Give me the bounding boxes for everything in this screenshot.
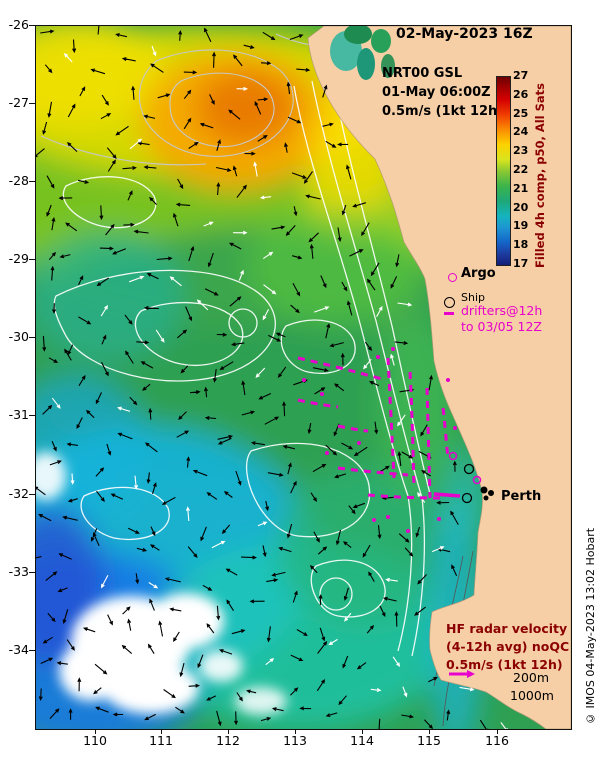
x-axis-tick-label: 112: [216, 733, 240, 748]
drifter-tracks: [297, 356, 450, 500]
isobath-label-1000m: 1000m: [510, 688, 554, 703]
colorbar-tick: 24: [513, 125, 529, 138]
y-axis-tick-label: -34: [8, 642, 29, 657]
gsl-contours: [53, 80, 431, 657]
drifters-label-line1: drifters@12h: [461, 303, 543, 318]
ship-markers: [461, 463, 475, 504]
drifters-label-line2: to 03/05 12Z: [461, 319, 542, 334]
copyright-label: © IMOS 04-May-2023 13:02 Hobart: [584, 527, 597, 725]
hf-radar-line2: (4-12h avg) noQC: [446, 639, 570, 654]
colorbar-tick: 26: [513, 88, 529, 101]
hf-radar-line1: HF radar velocity: [446, 621, 568, 636]
velocity-vectors: [36, 26, 508, 729]
x-axis-tick-label: 116: [485, 733, 509, 748]
drifter-points: [302, 347, 457, 533]
y-axis-tick-label: -29: [8, 251, 29, 266]
colorbar-tick: 23: [513, 144, 529, 157]
colorbar-tick: 21: [513, 182, 529, 195]
product-label: NRT00 GSL: [382, 66, 463, 81]
colorbar-tick: 17: [513, 257, 529, 270]
perth-city-dots: [480, 486, 494, 501]
vector-scale-label: 0.5m/s (1kt 12h): [382, 104, 504, 119]
y-axis-tick-label: -32: [8, 486, 29, 501]
x-axis-tick-label: 113: [283, 733, 307, 748]
valid-time-label: 01-May 06:00Z: [382, 85, 491, 100]
colorbar-tick: 19: [513, 219, 529, 232]
ship-marker-icon: [444, 297, 455, 308]
argo-float-markers: [448, 451, 482, 485]
colorbar-tick: 27: [513, 69, 529, 82]
x-axis-tick-label: 114: [350, 733, 374, 748]
colorbar: [496, 76, 511, 266]
x-axis-tick-label: 110: [83, 733, 107, 748]
map-title: 02-May-2023 16Z: [396, 26, 533, 42]
x-axis-tick-label: 111: [149, 733, 173, 748]
isobath-label-200m: 200m: [513, 670, 550, 685]
y-axis-tick-label: -26: [8, 17, 29, 32]
colorbar-tick: 18: [513, 238, 529, 251]
city-label-perth: Perth: [501, 489, 542, 504]
y-axis-tick-label: -30: [8, 329, 29, 344]
cloud-patches: [36, 452, 287, 715]
hf-scale-arrow-icon: [449, 670, 475, 678]
colorbar-tick: 25: [513, 107, 529, 120]
colorbar-label: Filled 4h comp, p50, All Sats: [533, 83, 547, 268]
argo-label: Argo: [461, 266, 496, 281]
x-axis-tick-label: 115: [417, 733, 441, 748]
y-axis-tick-label: -33: [8, 564, 29, 579]
map-area: [35, 25, 572, 730]
ship-label: Ship: [461, 291, 485, 304]
colorbar-tick: 22: [513, 163, 529, 176]
colorbar-tick: 20: [513, 201, 529, 214]
hf-radar-line3: 0.5m/s (1kt 12h): [446, 657, 563, 672]
drifters-marker-icon: [444, 312, 454, 315]
argo-marker-icon: [448, 273, 457, 282]
sst-map-svg: [36, 26, 571, 729]
drifter-vector-perth: [433, 492, 461, 498]
shark-bay-features: [330, 26, 395, 80]
y-axis-tick-label: -28: [8, 173, 29, 188]
y-axis-tick-label: -31: [8, 407, 29, 422]
y-axis-tick-label: -27: [8, 95, 29, 110]
